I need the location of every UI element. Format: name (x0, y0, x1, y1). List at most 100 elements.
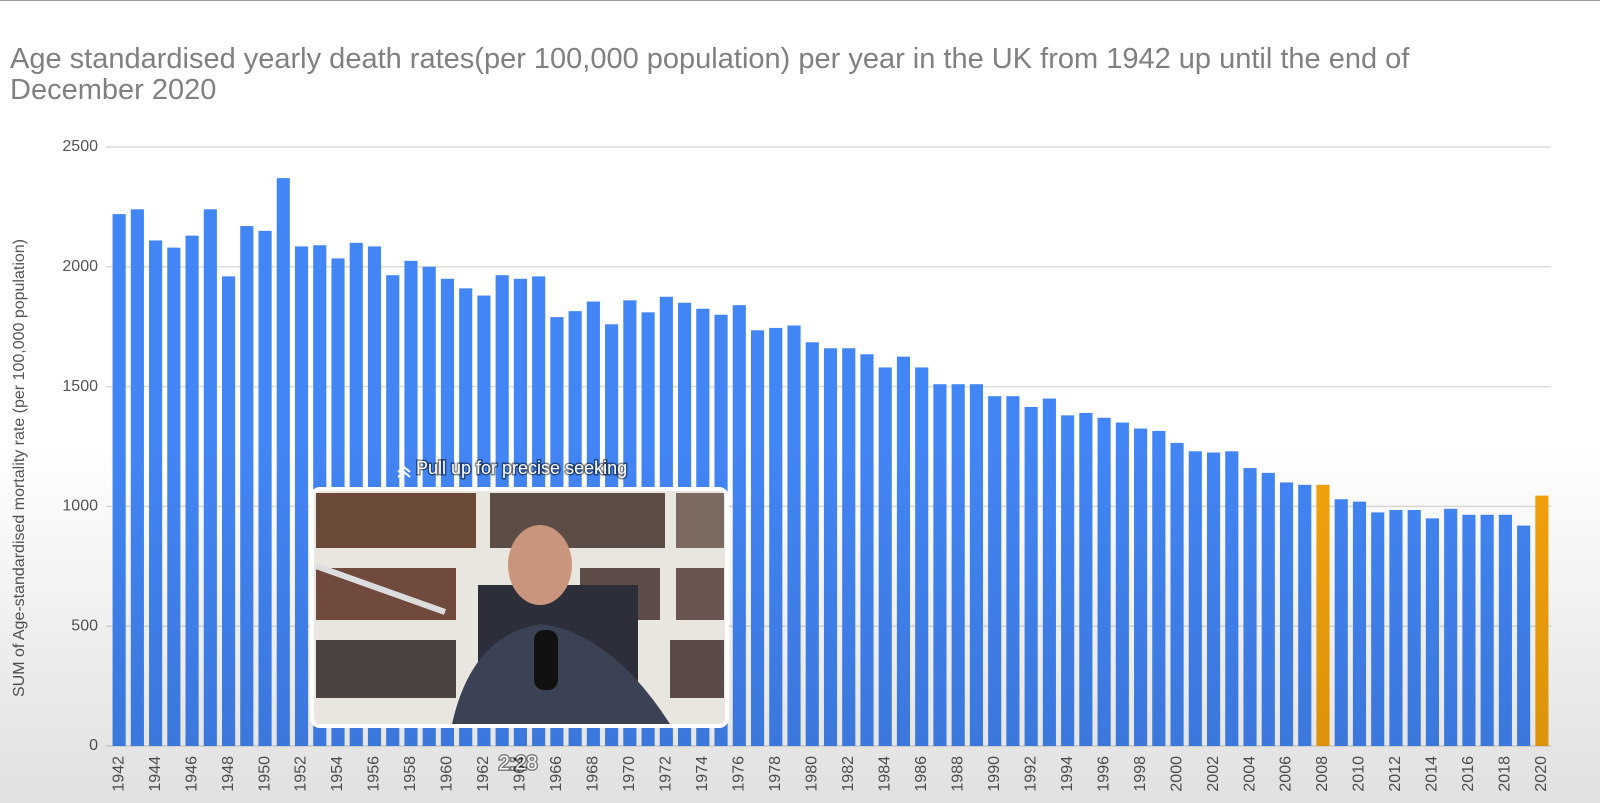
x-tick-label: 2020 (1533, 756, 1550, 792)
bar (1389, 509, 1403, 746)
x-tick-label: 1942 (110, 756, 127, 792)
bar (513, 278, 527, 746)
bar (130, 209, 144, 746)
bar (1061, 415, 1075, 746)
bar (659, 296, 673, 746)
x-tick-label: 1956 (366, 756, 383, 792)
bar (805, 342, 819, 746)
y-tick-label: 2500 (62, 138, 98, 155)
x-tick-label: 1972 (658, 756, 675, 792)
x-tick-label: 1980 (803, 756, 820, 792)
bar (1334, 499, 1348, 746)
bar (349, 242, 363, 746)
bar (294, 246, 309, 746)
bar (532, 276, 546, 746)
x-tick-label: 2010 (1351, 756, 1368, 792)
x-tick-label: 1998 (1132, 756, 1149, 792)
x-tick-label: 1988 (949, 756, 966, 792)
bar (896, 356, 911, 746)
x-tick-label: 1958 (402, 756, 419, 792)
bar (112, 214, 126, 746)
bar (1352, 501, 1367, 746)
bar (1243, 468, 1257, 746)
x-tick-label: 2000 (1168, 756, 1185, 792)
x-tick-label: 1982 (840, 756, 857, 792)
bar (878, 367, 892, 746)
bar (367, 246, 382, 746)
x-tick-label: 1994 (1059, 756, 1076, 792)
y-tick-label: 500 (71, 617, 98, 634)
bar (750, 330, 765, 746)
x-tick-label: 2008 (1314, 756, 1331, 792)
bar (203, 209, 217, 746)
bar (221, 276, 236, 746)
bar (422, 266, 436, 746)
x-tick-label: 1970 (621, 756, 638, 792)
bar (678, 302, 692, 746)
bar (787, 325, 801, 746)
bar (842, 348, 856, 746)
x-tick-label: 1960 (439, 756, 456, 792)
bar (1535, 495, 1549, 746)
x-tick-label: 1964 (512, 756, 529, 792)
x-tick-label: 1966 (548, 756, 565, 792)
bar (313, 245, 327, 746)
bar (1407, 509, 1421, 746)
bar (1042, 398, 1056, 746)
bar (1152, 430, 1166, 746)
y-tick-label: 1500 (62, 378, 98, 395)
bar (167, 247, 181, 746)
bar (258, 230, 272, 747)
x-tick-label: 1946 (183, 756, 200, 792)
bar (1188, 451, 1202, 746)
bar (1170, 442, 1184, 746)
bar (1115, 422, 1129, 746)
x-tick-label: 1952 (293, 756, 310, 792)
x-tick-label: 1954 (329, 756, 346, 792)
bar (732, 305, 746, 746)
bar (1371, 512, 1385, 746)
bar (1462, 514, 1476, 746)
y-tick-label: 2000 (62, 258, 98, 275)
bar (276, 178, 290, 746)
x-tick-label: 1992 (1022, 756, 1039, 792)
bar (696, 308, 710, 746)
bar (1498, 514, 1512, 746)
x-tick-label: 2006 (1278, 756, 1295, 792)
bar (823, 348, 838, 746)
x-tick-label: 2016 (1460, 756, 1477, 792)
bar (769, 327, 783, 746)
bar (1097, 417, 1111, 746)
bar (1225, 451, 1239, 746)
x-tick-label: 1984 (876, 756, 893, 792)
bar (404, 260, 418, 746)
x-tick-label: 1968 (585, 756, 602, 792)
bar (477, 295, 491, 746)
bar (951, 384, 965, 746)
x-tick-label: 2014 (1424, 756, 1441, 792)
bar (933, 384, 947, 746)
x-tick-label: 2004 (1241, 756, 1258, 792)
x-tick-label: 1996 (1095, 756, 1112, 792)
bar (1134, 428, 1148, 746)
bar (1517, 525, 1531, 746)
x-tick-label: 2012 (1387, 756, 1404, 792)
x-tick-label: 2002 (1205, 756, 1222, 792)
x-tick-label: 1944 (147, 756, 164, 792)
x-tick-label: 1962 (475, 756, 492, 792)
bar (1079, 412, 1093, 746)
y-axis-label: SUM of Age-standardised mortality rate (… (11, 239, 28, 697)
bar (440, 278, 455, 746)
bar (386, 275, 400, 746)
bar (185, 235, 199, 747)
x-tick-label: 1974 (694, 756, 711, 792)
x-tick-label: 1948 (220, 756, 237, 792)
bar (915, 367, 929, 746)
x-tick-label: 1976 (731, 756, 748, 792)
bar (988, 396, 1002, 746)
bar (1298, 484, 1312, 746)
bar (586, 301, 600, 746)
bar (331, 258, 345, 746)
bar (459, 288, 473, 746)
